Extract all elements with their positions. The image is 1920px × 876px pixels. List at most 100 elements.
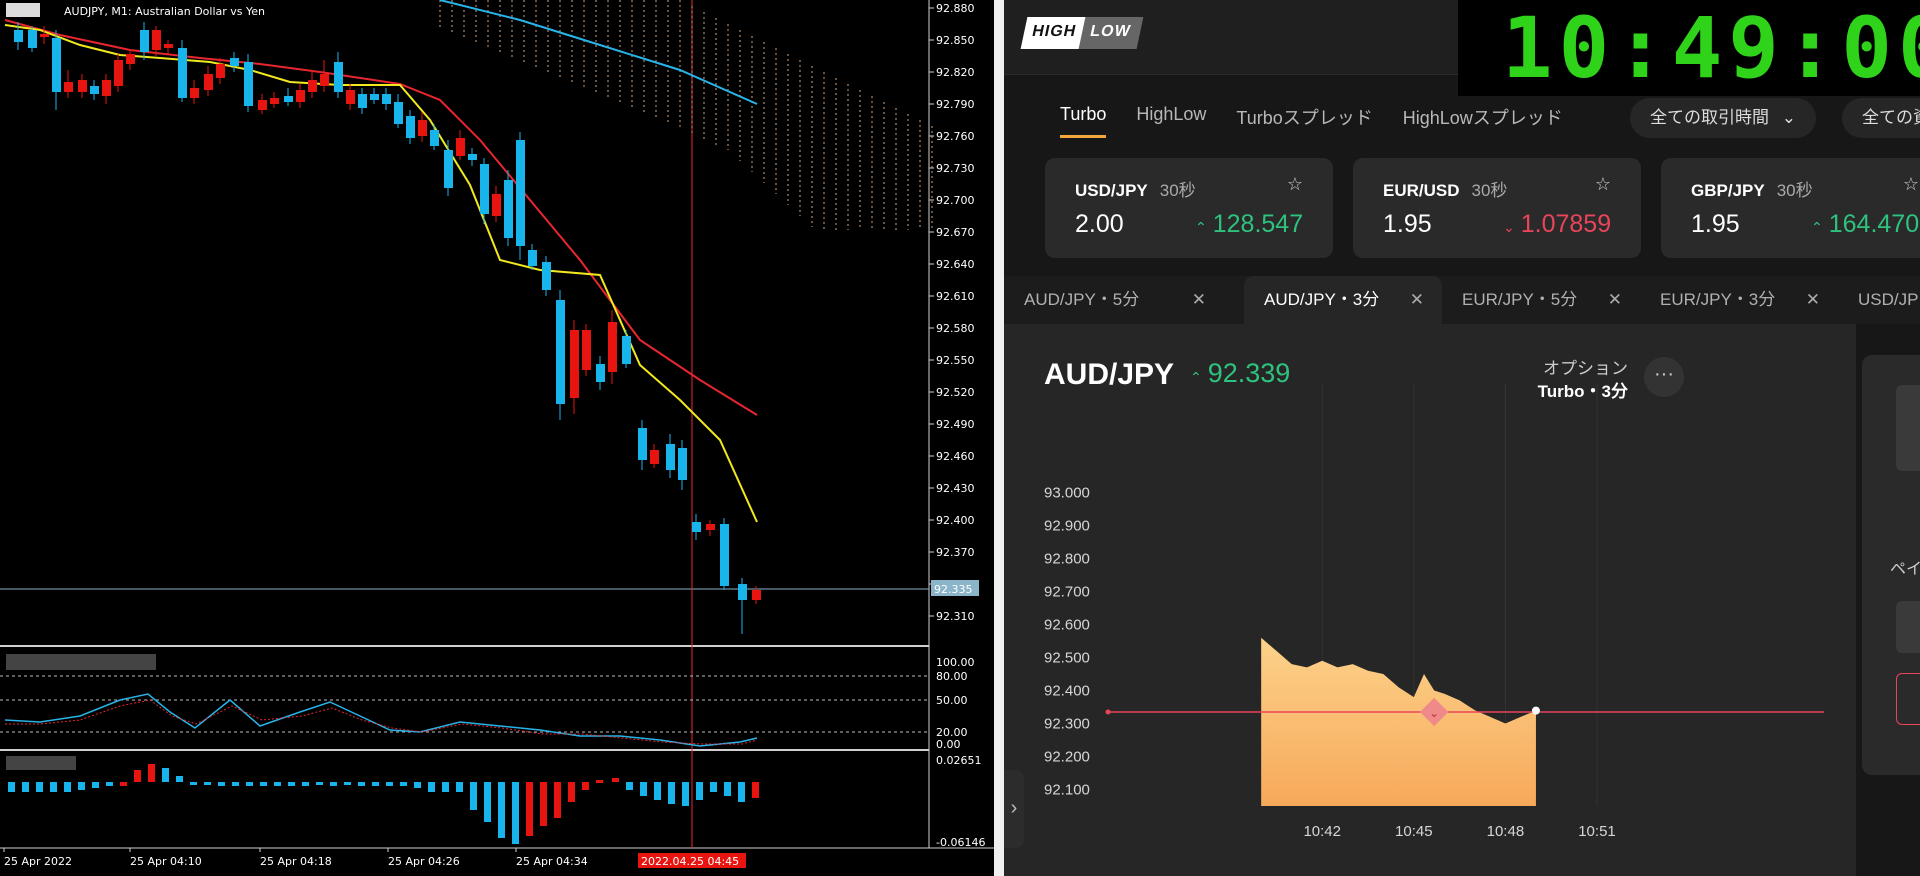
macd-bar — [612, 778, 619, 782]
price-label: 92.370 — [936, 546, 975, 559]
candle-body — [346, 90, 355, 104]
stoch-label: 50.00 — [936, 694, 968, 707]
price-label: 92.670 — [936, 226, 975, 239]
y-tick-label: 92.100 — [1044, 782, 1090, 799]
asset-title: AUD/JPY — [1044, 358, 1175, 391]
chevron-down-icon: ⌄ — [1503, 219, 1515, 235]
trade-panel-input[interactable] — [1896, 385, 1920, 471]
tab-turbo[interactable]: Turbo — [1060, 104, 1107, 138]
candle-body — [706, 524, 715, 530]
candle-body — [102, 80, 111, 96]
tab-turbo-spread[interactable]: Turboスプレッド — [1236, 108, 1373, 128]
asset-filter[interactable]: 全ての資 — [1842, 98, 1920, 138]
candle-body — [204, 74, 213, 90]
card-pair: GBP/JPY — [1691, 181, 1765, 200]
macd-bar — [36, 782, 43, 792]
price-label: 92.550 — [936, 354, 975, 367]
macd-bar — [626, 782, 633, 790]
candle-body — [28, 30, 37, 48]
macd-bar — [752, 782, 759, 798]
macd-bar — [78, 782, 85, 790]
star-icon[interactable]: ☆ — [1902, 174, 1919, 194]
type-tabs: Turbo HighLow Turboスプレッド HighLowスプレッド — [1060, 104, 1593, 138]
candle-body — [456, 138, 465, 156]
asset-card-gbpjpy[interactable]: GBP/JPY 30秒 ☆ 1.95 ⌃ 164.470 — [1661, 158, 1920, 258]
macd-bar — [274, 782, 281, 786]
x-tick-label: 10:45 — [1395, 823, 1433, 840]
macd-bar — [540, 782, 547, 826]
asset-card-usdjpy[interactable]: USD/JPY 30秒 ☆ 2.00 ⌃ 128.547 — [1045, 158, 1333, 258]
candle-body — [504, 180, 513, 238]
asset-filter-label: 全ての資 — [1862, 108, 1920, 127]
stoch-signal-line — [5, 699, 758, 745]
candle-body — [444, 150, 453, 188]
macd-bar — [582, 782, 589, 790]
candle-body — [596, 364, 605, 382]
macd-bar — [246, 782, 253, 786]
chevron-up-icon: ⌃ — [1190, 369, 1202, 385]
asset-tab-audjpy-3m[interactable]: AUD/JPY・3分 ✕ — [1244, 276, 1442, 324]
asset-tab-eurjpy-3m[interactable]: EUR/JPY・3分 ✕ — [1640, 276, 1838, 324]
macd-bar — [106, 782, 113, 786]
close-icon[interactable]: ✕ — [1607, 290, 1622, 309]
close-icon[interactable]: ✕ — [1191, 290, 1206, 309]
cursor-time-box — [638, 853, 746, 868]
x-tick-label: 10:42 — [1303, 823, 1341, 840]
stoch-main-line — [4, 693, 758, 747]
asset-tab-eurjpy-5m[interactable]: EUR/JPY・5分 ✕ — [1442, 276, 1640, 324]
candle-body — [370, 94, 379, 100]
star-icon[interactable]: ☆ — [1286, 174, 1303, 194]
macd-bar — [148, 764, 155, 782]
candle-body — [622, 336, 631, 364]
asset-tab-audjpy-5m[interactable]: AUD/JPY・5分 ✕ — [1004, 276, 1224, 324]
more-icon[interactable]: ··· — [1644, 357, 1684, 397]
chevron-right-icon[interactable]: › — [1004, 770, 1024, 848]
macd-bar — [640, 782, 647, 796]
mt-chart[interactable]: AUDJPY, M1: Australian Dollar vs Yen 92.8… — [0, 0, 994, 876]
macd-bar — [738, 782, 745, 802]
candle-body — [308, 80, 317, 92]
trade-panel-button[interactable] — [1896, 601, 1920, 653]
trading-time-filter[interactable]: 全ての取引時間 ⌄ — [1630, 98, 1816, 138]
star-icon[interactable]: ☆ — [1594, 174, 1611, 194]
price-area — [1261, 637, 1536, 806]
candle-body — [296, 90, 305, 102]
candle-body — [382, 94, 391, 104]
close-icon[interactable]: ✕ — [1805, 290, 1820, 309]
candle-body — [90, 86, 99, 94]
time-label: 25 Apr 04:26 — [388, 855, 460, 868]
price-chart[interactable]: 10:42 10:45 10:48 10:51 93.000 92.900 92.800 92… — [1004, 324, 1856, 876]
tab-highlow[interactable]: HighLow — [1136, 104, 1207, 124]
asset-rate: ⌃ 92.339 — [1190, 358, 1290, 389]
stoch-label: 20.00 — [936, 726, 968, 739]
macd-bar — [470, 782, 477, 810]
macd-bar — [668, 782, 675, 804]
window-divider[interactable] — [994, 0, 1004, 876]
price-label: 92.490 — [936, 418, 975, 431]
close-icon[interactable]: ✕ — [1409, 290, 1424, 309]
low-button[interactable] — [1896, 673, 1920, 725]
macd-bar — [162, 768, 169, 782]
macd-bar — [724, 782, 731, 796]
asset-card-eurusd[interactable]: EUR/USD 30秒 ☆ 1.95 ⌄ 1.07859 — [1353, 158, 1641, 258]
tab-highlow-spread[interactable]: HighLowスプレッド — [1402, 108, 1563, 128]
candle-body — [406, 116, 415, 138]
asset-tab-usdjpy[interactable]: USD/JP — [1838, 276, 1920, 324]
current-price-label: 92.335 — [934, 583, 973, 596]
candle-body — [52, 38, 61, 92]
time-label: 25 Apr 04:34 — [516, 855, 588, 868]
highlow-app: HIGH LOW 10:49:00 AM Turbo HighLow Turbo… — [1004, 0, 1920, 876]
mt-terminal: AUDJPY, M1: Australian Dollar vs Yen 92.8… — [0, 0, 994, 876]
entry-start-dot — [1105, 709, 1111, 715]
menu-icon[interactable] — [6, 3, 40, 17]
macd-bar — [64, 782, 71, 792]
card-payout: 1.95 — [1691, 210, 1740, 238]
macd-bar — [358, 782, 365, 786]
macd-label-top: 0.02651 — [936, 754, 982, 767]
price-label: 92.400 — [936, 514, 975, 527]
asset-tab-label: USD/JP — [1858, 290, 1919, 309]
price-label: 92.820 — [936, 66, 975, 79]
candle-body — [480, 164, 489, 214]
logo[interactable]: HIGH LOW — [1020, 17, 1144, 49]
trade-marker[interactable] — [1420, 697, 1449, 727]
